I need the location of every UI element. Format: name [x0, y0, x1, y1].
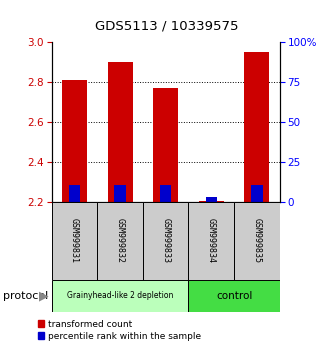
Bar	[251, 185, 262, 202]
Bar	[143, 202, 188, 280]
Bar	[52, 202, 97, 280]
Bar	[199, 201, 224, 202]
Bar	[160, 185, 171, 202]
Bar	[69, 185, 80, 202]
Text: protocol: protocol	[3, 291, 49, 301]
Text: GDS5113 / 10339575: GDS5113 / 10339575	[95, 19, 238, 33]
Text: Grainyhead-like 2 depletion: Grainyhead-like 2 depletion	[67, 291, 173, 300]
Bar	[234, 202, 280, 280]
Legend: transformed count, percentile rank within the sample: transformed count, percentile rank withi…	[38, 320, 201, 341]
Bar	[115, 185, 126, 202]
Text: GSM999832: GSM999832	[116, 218, 125, 263]
Text: GSM999833: GSM999833	[161, 218, 170, 263]
Bar	[153, 88, 178, 202]
Bar	[108, 62, 133, 202]
Bar	[188, 202, 234, 280]
Bar	[244, 52, 269, 202]
Bar	[97, 202, 143, 280]
Bar	[188, 280, 280, 312]
Text: ▶: ▶	[39, 289, 48, 302]
Text: GSM999835: GSM999835	[252, 218, 261, 263]
Text: GSM999831: GSM999831	[70, 218, 79, 263]
Text: control: control	[216, 291, 252, 301]
Bar	[52, 280, 188, 312]
Bar	[206, 197, 217, 202]
Text: GSM999834: GSM999834	[207, 218, 216, 263]
Bar	[62, 80, 87, 202]
